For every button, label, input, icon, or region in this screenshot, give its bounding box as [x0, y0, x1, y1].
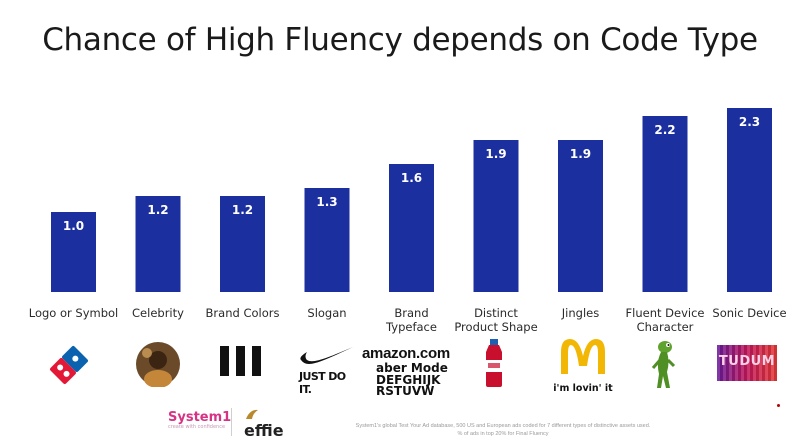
- sonic-text: TUDUM: [718, 354, 776, 369]
- nike-logo: JUST DO IT.: [297, 344, 355, 396]
- laser-pointer-dot: [777, 404, 780, 407]
- bar-5: [389, 164, 434, 292]
- bar-9: [727, 108, 772, 292]
- system1-wordmark: System1: [168, 410, 232, 425]
- footer-divider: [231, 408, 232, 436]
- category-label-1: Logo or Symbol: [28, 306, 119, 320]
- bar-3: [220, 196, 265, 292]
- amazon-wordmark: amazon.com: [362, 345, 450, 362]
- category-label-2: Celebrity: [132, 306, 184, 320]
- data-label-7: 1.9: [570, 147, 591, 161]
- typeface-sample-3: RSTUVW: [376, 384, 435, 395]
- category-label-4: Slogan: [307, 306, 347, 320]
- typeface-logo: amazon.com aber Mode DEFGHIJK RSTUVW: [362, 345, 454, 395]
- bar-6: [473, 140, 519, 292]
- footnote-line-2: % of ads in top 20% for Final Fluency: [457, 431, 549, 437]
- data-label-6: 1.9: [485, 147, 506, 161]
- bar-1: [51, 212, 96, 292]
- typeface-sample-2: DEFGHIJK: [376, 373, 441, 387]
- category-label-6: Distinct Product Shape: [454, 306, 538, 334]
- golden-arches-icon: [561, 339, 605, 374]
- chart-title: Chance of High Fluency depends on Code T…: [42, 22, 758, 58]
- sonic-logo: TUDUM: [717, 345, 777, 381]
- data-label-9: 2.3: [739, 115, 760, 129]
- bar-8: [642, 116, 688, 292]
- bar-7: [558, 140, 603, 292]
- system1-tagline: create with confidence: [168, 424, 226, 430]
- category-label-3: Brand Colors: [205, 306, 280, 320]
- data-label-5: 1.6: [401, 171, 422, 185]
- juice-bottle-icon: [486, 339, 502, 387]
- domino-logo-icon: [50, 346, 88, 384]
- data-label-2: 1.2: [147, 203, 168, 217]
- category-label-5: Brand Typeface: [386, 306, 437, 334]
- effie-wordmark: effie: [244, 421, 284, 440]
- mcdonalds-logo: i'm lovin' it: [553, 336, 613, 394]
- bar-4: [304, 188, 350, 292]
- gecko-icon: [651, 341, 676, 388]
- typeface-sample-1: aber Mode: [376, 361, 448, 375]
- category-label-9: Sonic Device: [712, 306, 787, 320]
- data-label-3: 1.2: [232, 203, 253, 217]
- effie-logo: effie: [244, 406, 284, 440]
- bar-2: [135, 196, 181, 292]
- category-label-7: Jingles: [561, 306, 600, 320]
- effie-figure-icon: [246, 409, 258, 419]
- footnote-line-1: System1's global Test Your Ad database, …: [355, 423, 651, 429]
- category-label-8: Fluent Device Character: [625, 306, 705, 334]
- data-label-1: 1.0: [63, 219, 84, 233]
- three-bars-icon: [220, 346, 261, 376]
- footnote: System1's global Test Your Ad database, …: [283, 422, 723, 438]
- system1-logo: System1 create with confidence: [168, 410, 231, 430]
- data-label-4: 1.3: [316, 195, 337, 209]
- swoosh-icon: [300, 347, 353, 364]
- data-label-8: 2.2: [654, 123, 675, 137]
- jingle-text: i'm lovin' it: [553, 383, 613, 394]
- slogan-text: JUST DO IT.: [299, 370, 346, 396]
- celebrity-portrait: [136, 342, 180, 387]
